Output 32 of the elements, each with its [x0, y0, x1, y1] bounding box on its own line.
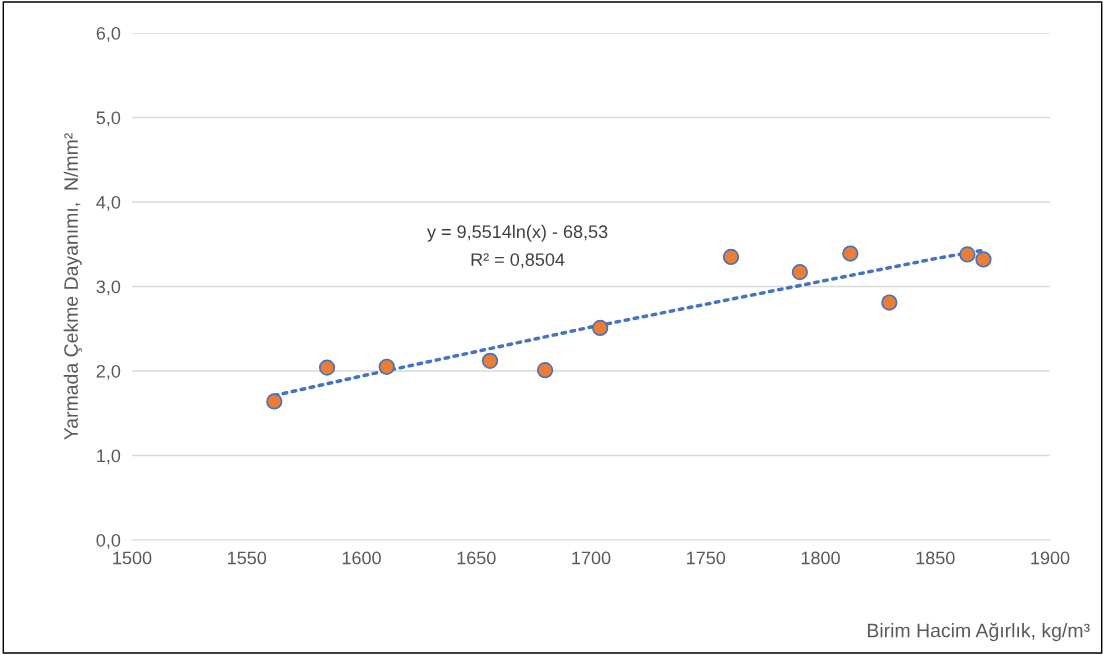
y-tick-label: 1,0: [97, 449, 121, 465]
x-tick-label: 1700: [572, 551, 611, 565]
y-tick-label: 3,0: [96, 280, 121, 296]
point: [536, 362, 554, 379]
x-tick-label: 1650: [457, 551, 496, 565]
x-axis-title: Birim Hacim Ağırlık, kg/m³: [867, 622, 1090, 642]
x-tick-label: 1500: [113, 551, 152, 565]
point: [318, 359, 336, 376]
point: [722, 248, 740, 266]
point: [481, 352, 499, 369]
y-tick-label: 5,0: [96, 111, 121, 127]
x-tick-label: 1750: [687, 551, 726, 565]
point: [791, 264, 808, 281]
point: [266, 393, 283, 410]
point: [842, 245, 859, 262]
y-tick-label: 0,0: [96, 533, 121, 549]
x-tick-label: 1550: [228, 551, 267, 565]
annotation: y = 9,5514ln(x) - 68,53: [427, 224, 608, 242]
point: [959, 246, 976, 263]
point: [975, 251, 992, 268]
point: [881, 294, 898, 311]
x-tick-label: 1900: [1031, 551, 1070, 565]
y-tick-label: 6,0: [96, 26, 121, 42]
point: [378, 358, 395, 375]
annotation: R² = 0,8504: [471, 253, 565, 269]
y-tick-label: 4,0: [96, 195, 121, 211]
y-axis-title: Yarmada Çekme Dayanımı, N/mm²: [63, 133, 82, 440]
x-tick-label: 1800: [801, 551, 840, 565]
y-tick-label: 2,0: [96, 364, 121, 380]
x-tick-label: 1850: [916, 551, 955, 565]
x-tick-label: 1600: [342, 551, 381, 565]
point: [592, 319, 609, 337]
